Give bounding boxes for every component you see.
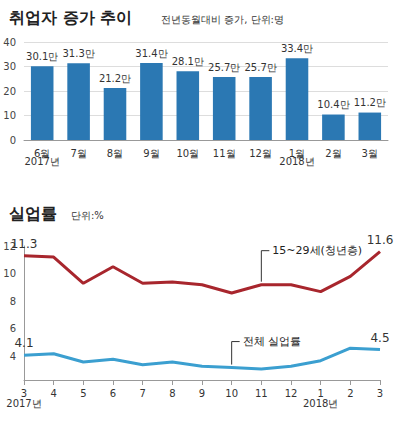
svg-text:2017년: 2017년 <box>6 398 41 409</box>
svg-text:11.3: 11.3 <box>11 237 38 251</box>
svg-text:6: 6 <box>110 388 116 399</box>
svg-text:전체 실업률: 전체 실업률 <box>243 335 301 348</box>
svg-text:10: 10 <box>3 110 16 121</box>
svg-text:3월: 3월 <box>362 148 378 159</box>
svg-text:2018년: 2018년 <box>279 155 315 167</box>
svg-text:7월: 7월 <box>70 148 86 159</box>
svg-text:9: 9 <box>199 388 205 399</box>
svg-text:1월: 1월 <box>289 148 305 159</box>
svg-text:10: 10 <box>225 388 238 399</box>
svg-text:6월: 6월 <box>34 148 50 159</box>
svg-text:11월: 11월 <box>213 148 236 159</box>
svg-text:5: 5 <box>80 388 86 399</box>
svg-text:3: 3 <box>377 388 383 399</box>
svg-text:2: 2 <box>347 388 353 399</box>
svg-text:10.4만: 10.4만 <box>317 99 349 110</box>
svg-text:21.2만: 21.2만 <box>99 73 131 84</box>
svg-text:0: 0 <box>10 135 16 146</box>
svg-text:단위:%: 단위:% <box>71 210 104 221</box>
svg-text:33.4만: 33.4만 <box>281 43 313 54</box>
svg-text:30: 30 <box>3 61 16 72</box>
svg-text:4: 4 <box>50 388 56 399</box>
svg-text:10: 10 <box>3 268 16 279</box>
svg-text:6: 6 <box>10 323 16 334</box>
svg-text:8: 8 <box>10 296 16 307</box>
svg-text:30.1만: 30.1만 <box>26 51 58 62</box>
svg-text:10월: 10월 <box>176 148 199 159</box>
svg-text:12월: 12월 <box>249 148 272 159</box>
svg-text:15~29세(청년층): 15~29세(청년층) <box>272 244 362 257</box>
svg-text:31.4만: 31.4만 <box>135 48 167 59</box>
svg-text:28.1만: 28.1만 <box>172 56 204 67</box>
svg-text:전년동월대비 증가, 단위:명: 전년동월대비 증가, 단위:명 <box>161 14 284 25</box>
svg-text:11: 11 <box>255 388 268 399</box>
svg-text:2월: 2월 <box>325 148 341 159</box>
svg-text:2017년: 2017년 <box>24 155 60 167</box>
svg-text:31.3만: 31.3만 <box>62 48 94 59</box>
svg-text:40: 40 <box>3 37 16 48</box>
svg-text:4: 4 <box>10 351 16 362</box>
svg-text:2018년: 2018년 <box>303 398 338 409</box>
svg-text:8: 8 <box>169 388 175 399</box>
svg-text:20: 20 <box>3 86 16 97</box>
svg-text:11.2만: 11.2만 <box>354 97 386 108</box>
svg-text:7: 7 <box>139 388 145 399</box>
svg-text:1: 1 <box>317 388 323 399</box>
svg-text:11.6: 11.6 <box>367 233 394 247</box>
svg-text:8월: 8월 <box>107 148 123 159</box>
svg-text:9월: 9월 <box>143 148 159 159</box>
svg-text:25.7만: 25.7만 <box>244 62 276 73</box>
svg-text:3: 3 <box>21 388 27 399</box>
svg-text:25.7만: 25.7만 <box>208 62 240 73</box>
svg-text:4.1: 4.1 <box>14 336 33 350</box>
svg-text:취업자 증가 추이: 취업자 증가 추이 <box>9 8 132 27</box>
svg-text:실업률: 실업률 <box>9 204 57 223</box>
svg-text:12: 12 <box>3 240 16 252</box>
svg-text:4.5: 4.5 <box>370 331 389 345</box>
svg-text:12: 12 <box>285 388 298 399</box>
